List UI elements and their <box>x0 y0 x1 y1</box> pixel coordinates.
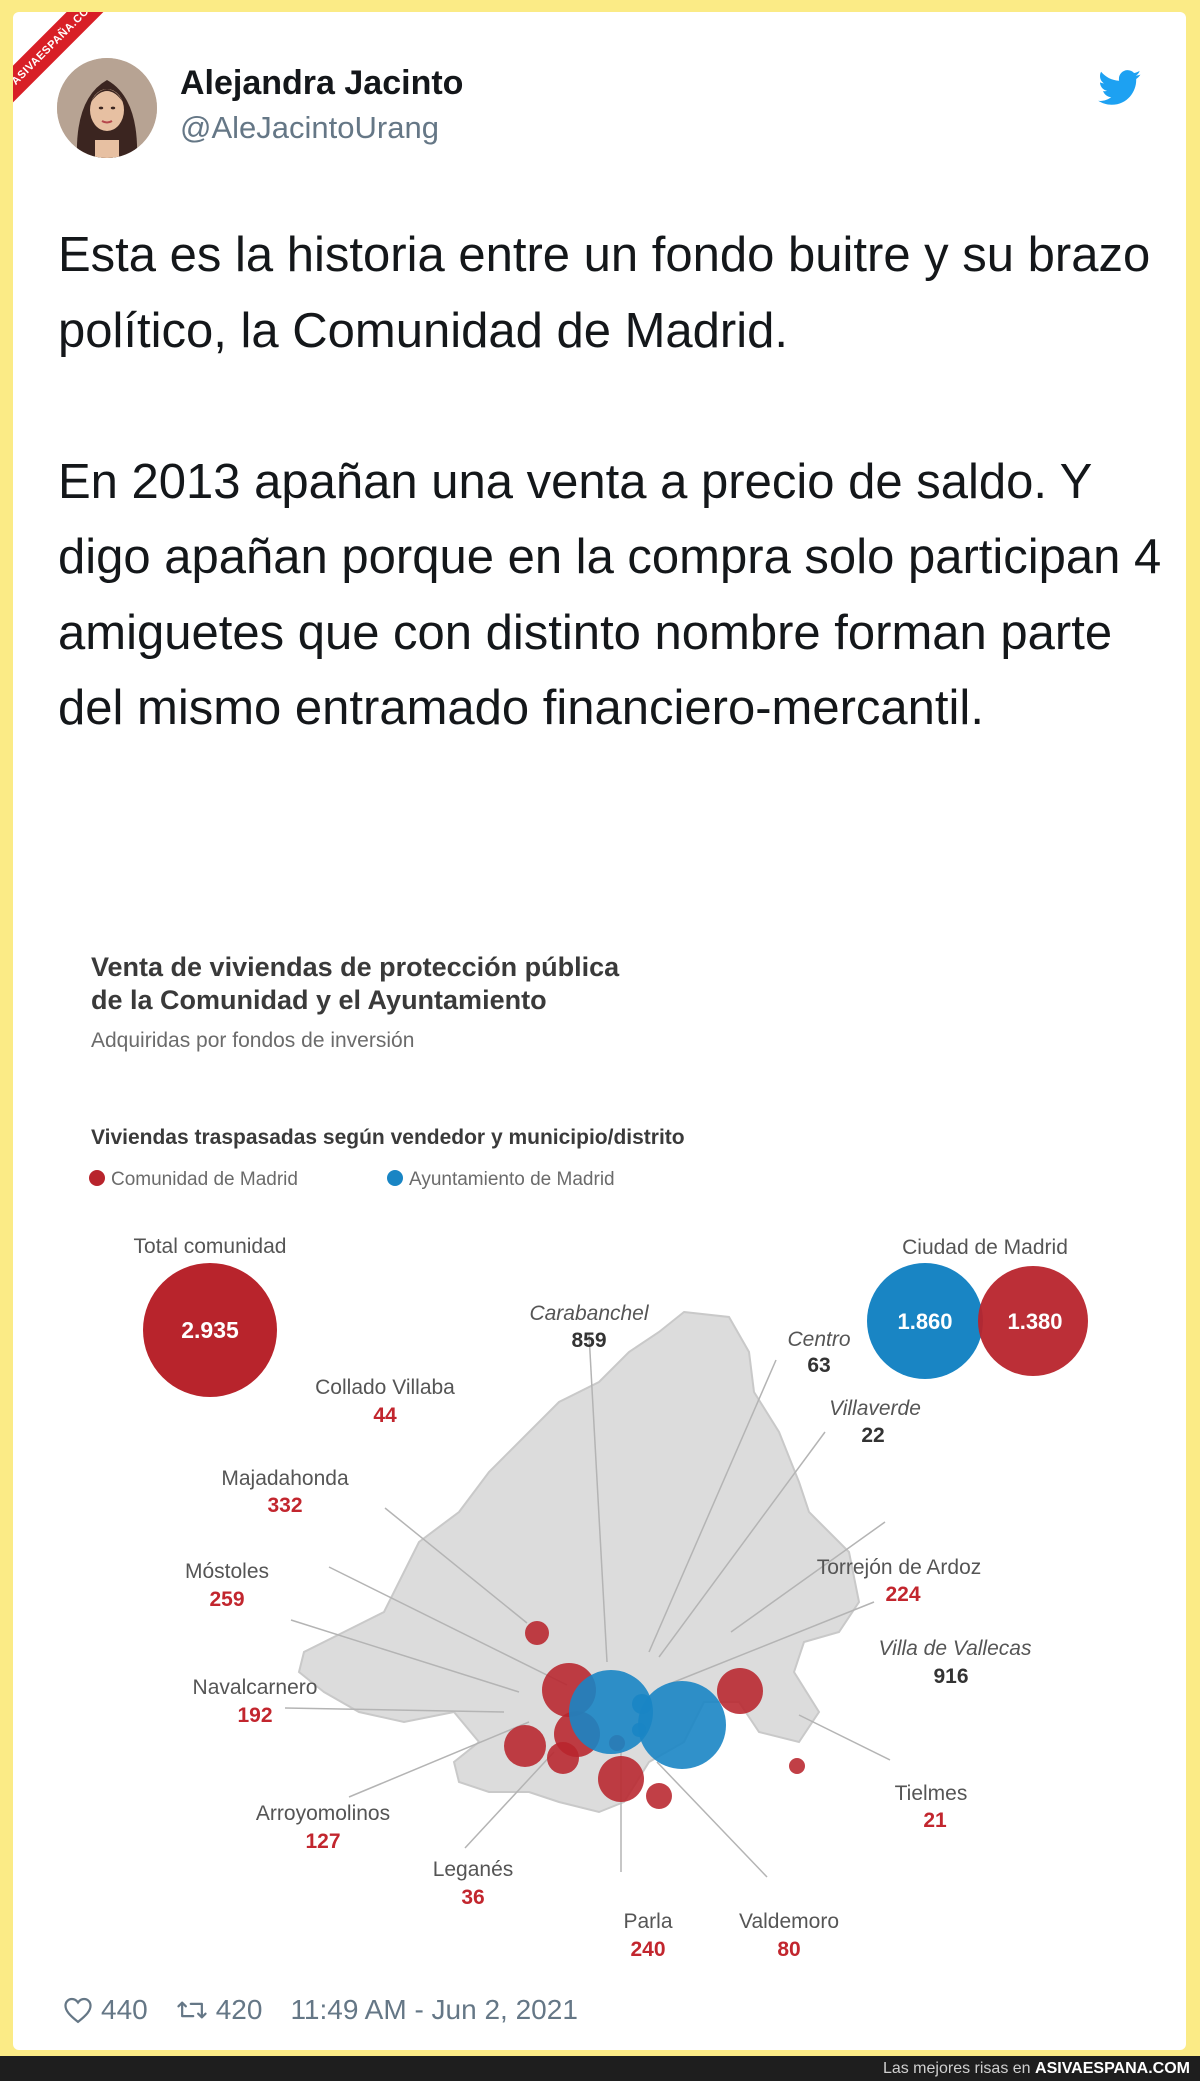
bubble-parla[interactable] <box>598 1756 644 1802</box>
ayuntamiento-bubbles <box>569 1670 726 1769</box>
place-value: 22 <box>861 1424 884 1447</box>
infographic-section-title: Viviendas traspasadas según vendedor y m… <box>91 1126 685 1149</box>
bubble-villaverde[interactable] <box>632 1723 646 1737</box>
timestamp-text: 11:49 AM - Jun 2, 2021 <box>290 1994 578 2025</box>
infographic-title-line2: de la Comunidad y el Ayuntamiento <box>91 985 547 1015</box>
retweet-button[interactable]: 420 <box>176 1994 263 2026</box>
place-value: 259 <box>209 1588 244 1611</box>
place-name: Centro <box>787 1328 850 1351</box>
ciudad-ayuntamiento-bubble[interactable] <box>867 1263 983 1379</box>
place-value: 224 <box>885 1583 920 1606</box>
site-footer-prefix: Las mejores risas en <box>882 2060 1031 2077</box>
avatar[interactable] <box>57 58 157 158</box>
ciudad-comunidad-value: 1.380 <box>1007 1309 1062 1334</box>
bubble-villa-de-vallecas[interactable] <box>638 1681 726 1769</box>
site-footer-site: ASIVAESPANA.COM <box>1035 2060 1190 2077</box>
bubble-carabanchel[interactable] <box>569 1670 653 1754</box>
place-name: Móstoles <box>185 1560 269 1583</box>
twitter-bird-icon[interactable] <box>1098 70 1142 106</box>
tweet-card: ASIVAESPAÑA.COM Alejandra Jacinto @AleJa… <box>13 12 1186 2050</box>
bubble-arroyomolinos[interactable] <box>547 1742 579 1774</box>
avatar-portrait-icon <box>57 58 157 158</box>
total-comunidad-value: 2.935 <box>181 1317 239 1343</box>
place-value: 127 <box>305 1830 340 1853</box>
site-footer-bar: Las mejores risas en ASIVAESPANA.COM <box>0 2056 1200 2081</box>
place-value: 192 <box>237 1704 272 1727</box>
tweet-text: Esta es la historia entre un fondo buitr… <box>58 218 1168 747</box>
place-name: Villa de Vallecas <box>879 1637 1032 1660</box>
bubble-torrejon[interactable] <box>717 1668 763 1714</box>
place-name: Valdemoro <box>739 1910 839 1933</box>
place-value: 44 <box>373 1404 397 1427</box>
place-value: 36 <box>461 1886 484 1909</box>
bubble-valdemoro[interactable] <box>646 1783 672 1809</box>
place-value: 916 <box>933 1665 968 1688</box>
bubble-navalcarnero[interactable] <box>504 1725 546 1767</box>
place-name: Parla <box>623 1910 672 1933</box>
author-handle[interactable]: @AleJacintoUrang <box>180 110 439 145</box>
heart-icon <box>64 1997 92 2024</box>
tweet-paragraph: Esta es la historia entre un fondo buitr… <box>58 228 1151 358</box>
place-value: 21 <box>923 1809 947 1832</box>
bubble-centro[interactable] <box>632 1694 652 1714</box>
place-value: 63 <box>807 1354 830 1377</box>
site-footer-text[interactable]: Las mejores risas en ASIVAESPANA.COM <box>883 2056 1200 2081</box>
place-name: Villaverde <box>829 1397 921 1420</box>
place-name: Torrejón de Ardoz <box>817 1556 982 1579</box>
retweet-icon <box>177 2001 207 2019</box>
place-name: Tielmes <box>895 1782 968 1805</box>
place-value: 80 <box>777 1938 800 1961</box>
like-count: 440 <box>101 1994 148 2025</box>
legend-ayuntamiento-label: Ayuntamiento de Madrid <box>409 1169 615 1190</box>
retweet-count: 420 <box>215 1994 263 2025</box>
tweet-footer: 440 420 11:49 AM - Jun 2, 2021 <box>63 1990 606 2030</box>
place-value: 859 <box>571 1329 606 1352</box>
tweet-paragraph: En 2013 apañan una venta a precio de sal… <box>58 454 1162 736</box>
leader-lines <box>284 1333 891 1878</box>
total-comunidad-bubble[interactable] <box>143 1263 277 1397</box>
place-name: Leganés <box>433 1858 514 1881</box>
place-labels: Carabanchel 859 Centro 63 Collado Villab… <box>185 1302 1032 1961</box>
legend-comunidad-label: Comunidad de Madrid <box>111 1169 298 1190</box>
infographic-subtitle: Adquiridas por fondos de inversión <box>91 1029 414 1052</box>
total-comunidad-label: Total comunidad <box>134 1235 287 1258</box>
ciudad-comunidad-bubble[interactable] <box>978 1266 1088 1376</box>
place-name: Collado Villaba <box>315 1376 455 1399</box>
legend-comunidad-swatch <box>89 1170 105 1186</box>
bubble-collado-villaba[interactable] <box>525 1621 549 1645</box>
tweet-timestamp[interactable]: 11:49 AM - Jun 2, 2021 <box>290 1994 577 2026</box>
like-button[interactable]: 440 <box>63 1994 148 2026</box>
ciudad-madrid-label: Ciudad de Madrid <box>902 1236 1068 1259</box>
bubble-tielmes[interactable] <box>789 1758 805 1774</box>
place-name: Carabanchel <box>529 1302 649 1325</box>
author-name[interactable]: Alejandra Jacinto <box>180 64 464 102</box>
place-name: Majadahonda <box>221 1467 349 1490</box>
infographic-title-line1: Venta de viviendas de protección pública <box>91 952 620 982</box>
place-name: Arroyomolinos <box>256 1802 390 1825</box>
place-value: 332 <box>267 1494 302 1517</box>
place-name: Navalcarnero <box>193 1676 318 1699</box>
madrid-map-graphic: Venta de viviendas de protección pública… <box>89 952 1088 1961</box>
legend-ayuntamiento-swatch <box>387 1170 403 1186</box>
ciudad-ayuntamiento-value: 1.860 <box>897 1309 952 1334</box>
place-value: 240 <box>630 1938 665 1961</box>
infographic-image[interactable]: Venta de viviendas de protección pública… <box>59 912 1149 1992</box>
